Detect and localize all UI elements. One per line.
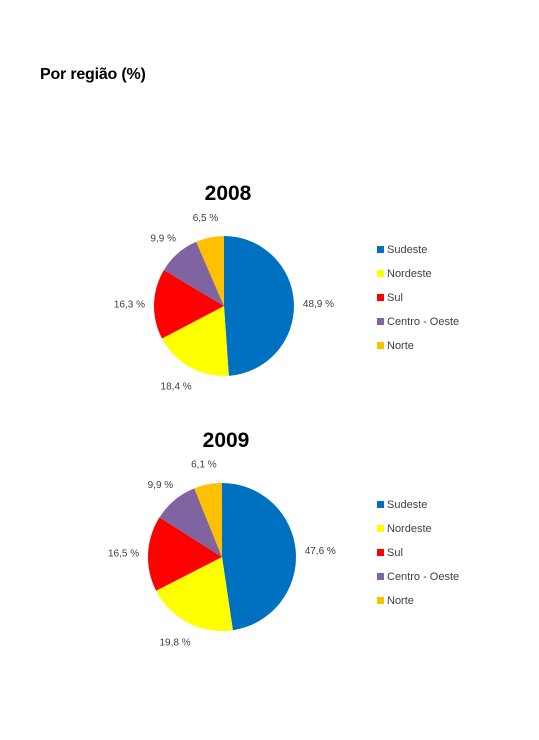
data-label-sul: 16,3 %	[114, 299, 145, 310]
legend-label-sul: Sul	[387, 547, 403, 559]
legend-swatch-norte	[377, 597, 384, 604]
legend-label-norte: Norte	[387, 595, 414, 607]
pie-slice-centro-oeste	[163, 241, 224, 306]
legend-label-sudeste: Sudeste	[387, 499, 427, 511]
pie-slice-sudeste	[222, 483, 296, 631]
legend-swatch-nordeste	[377, 270, 384, 277]
legend-label-sudeste: Sudeste	[387, 244, 427, 256]
page-heading: Por região (%)	[40, 66, 146, 83]
legend-swatch-sudeste	[377, 501, 384, 508]
legend-label-centro-oeste: Centro - Oeste	[387, 571, 459, 583]
legend-swatch-nordeste	[377, 525, 384, 532]
pie-slice-sul	[153, 269, 224, 339]
legend-label-sul: Sul	[387, 292, 403, 304]
pie-slice-nordeste	[156, 557, 233, 631]
data-label-sul: 16,5 %	[108, 549, 139, 560]
legend-swatch-norte	[377, 342, 384, 349]
pie-slice-norte	[194, 483, 222, 557]
chart-title: 2008	[205, 182, 252, 205]
legend-swatch-sul	[377, 294, 384, 301]
pie-slice-centro-oeste	[159, 488, 222, 557]
legend-label-nordeste: Nordeste	[387, 523, 432, 535]
legend-swatch-centro-oeste	[377, 318, 384, 325]
data-label-norte: 6,1 %	[191, 460, 217, 471]
pie-slice-norte	[196, 236, 224, 306]
chart-title: 2009	[203, 429, 250, 452]
pie-chart-2008: 2008 48,9 % 18,4 % 16,3 % 9,9 % 6,5 % Sudeste N…	[114, 182, 459, 393]
legend-swatch-centro-oeste	[377, 573, 384, 580]
legend-label-nordeste: Nordeste	[387, 268, 432, 280]
data-label-norte: 6,5 %	[193, 213, 219, 224]
data-label-nordeste: 18,4 %	[161, 382, 192, 393]
legend-label-norte: Norte	[387, 340, 414, 352]
pie-slice-sul	[147, 517, 222, 591]
data-label-centro-oeste: 9,9 %	[150, 234, 176, 245]
data-label-sudeste: 47,6 %	[305, 546, 336, 557]
pie-chart-2009: 2009 47,6 % 19,8 % 16,5 % 9,9 % 6,1 % Sudeste N…	[108, 429, 459, 649]
data-label-nordeste: 19,8 %	[159, 638, 190, 649]
legend-swatch-sudeste	[377, 246, 384, 253]
data-label-centro-oeste: 9,9 %	[148, 480, 174, 491]
data-label-sudeste: 48,9 %	[303, 299, 334, 310]
legend-swatch-sul	[377, 549, 384, 556]
pie-slice-nordeste	[162, 306, 229, 376]
legend-label-centro-oeste: Centro - Oeste	[387, 316, 459, 328]
pie-slice-sudeste	[224, 236, 294, 376]
